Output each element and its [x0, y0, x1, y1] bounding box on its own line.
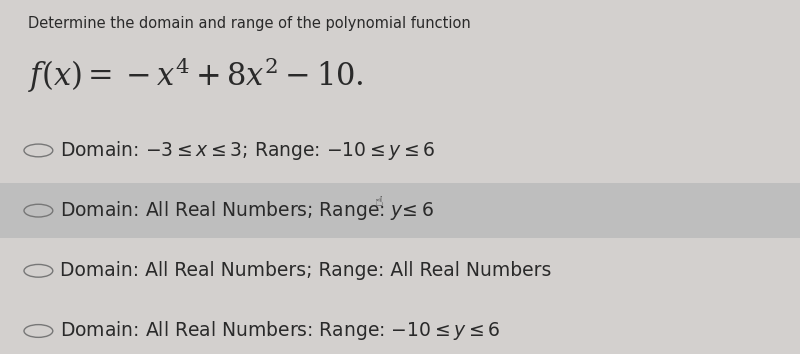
- Text: ☝: ☝: [375, 195, 384, 209]
- Text: $f(x) = -x^4 + 8x^2 - 10.$: $f(x) = -x^4 + 8x^2 - 10.$: [28, 55, 364, 95]
- Text: Domain: $-3 \leq x \leq 3$; Range: $-10 \leq y \leq 6$: Domain: $-3 \leq x \leq 3$; Range: $-10 …: [60, 139, 435, 162]
- Text: Domain: All Real Numbers: Range: $-10 \leq y \leq 6$: Domain: All Real Numbers: Range: $-10 \l…: [60, 320, 500, 342]
- Text: Domain: All Real Numbers; Range: All Real Numbers: Domain: All Real Numbers; Range: All Rea…: [60, 261, 551, 280]
- Bar: [0, 183, 800, 238]
- Text: Determine the domain and range of the polynomial function: Determine the domain and range of the po…: [28, 16, 470, 31]
- Text: Domain: All Real Numbers; Range: $y$: Domain: All Real Numbers; Range: $y$: [60, 199, 404, 222]
- Text: $\leq 6$: $\leq 6$: [398, 201, 434, 220]
